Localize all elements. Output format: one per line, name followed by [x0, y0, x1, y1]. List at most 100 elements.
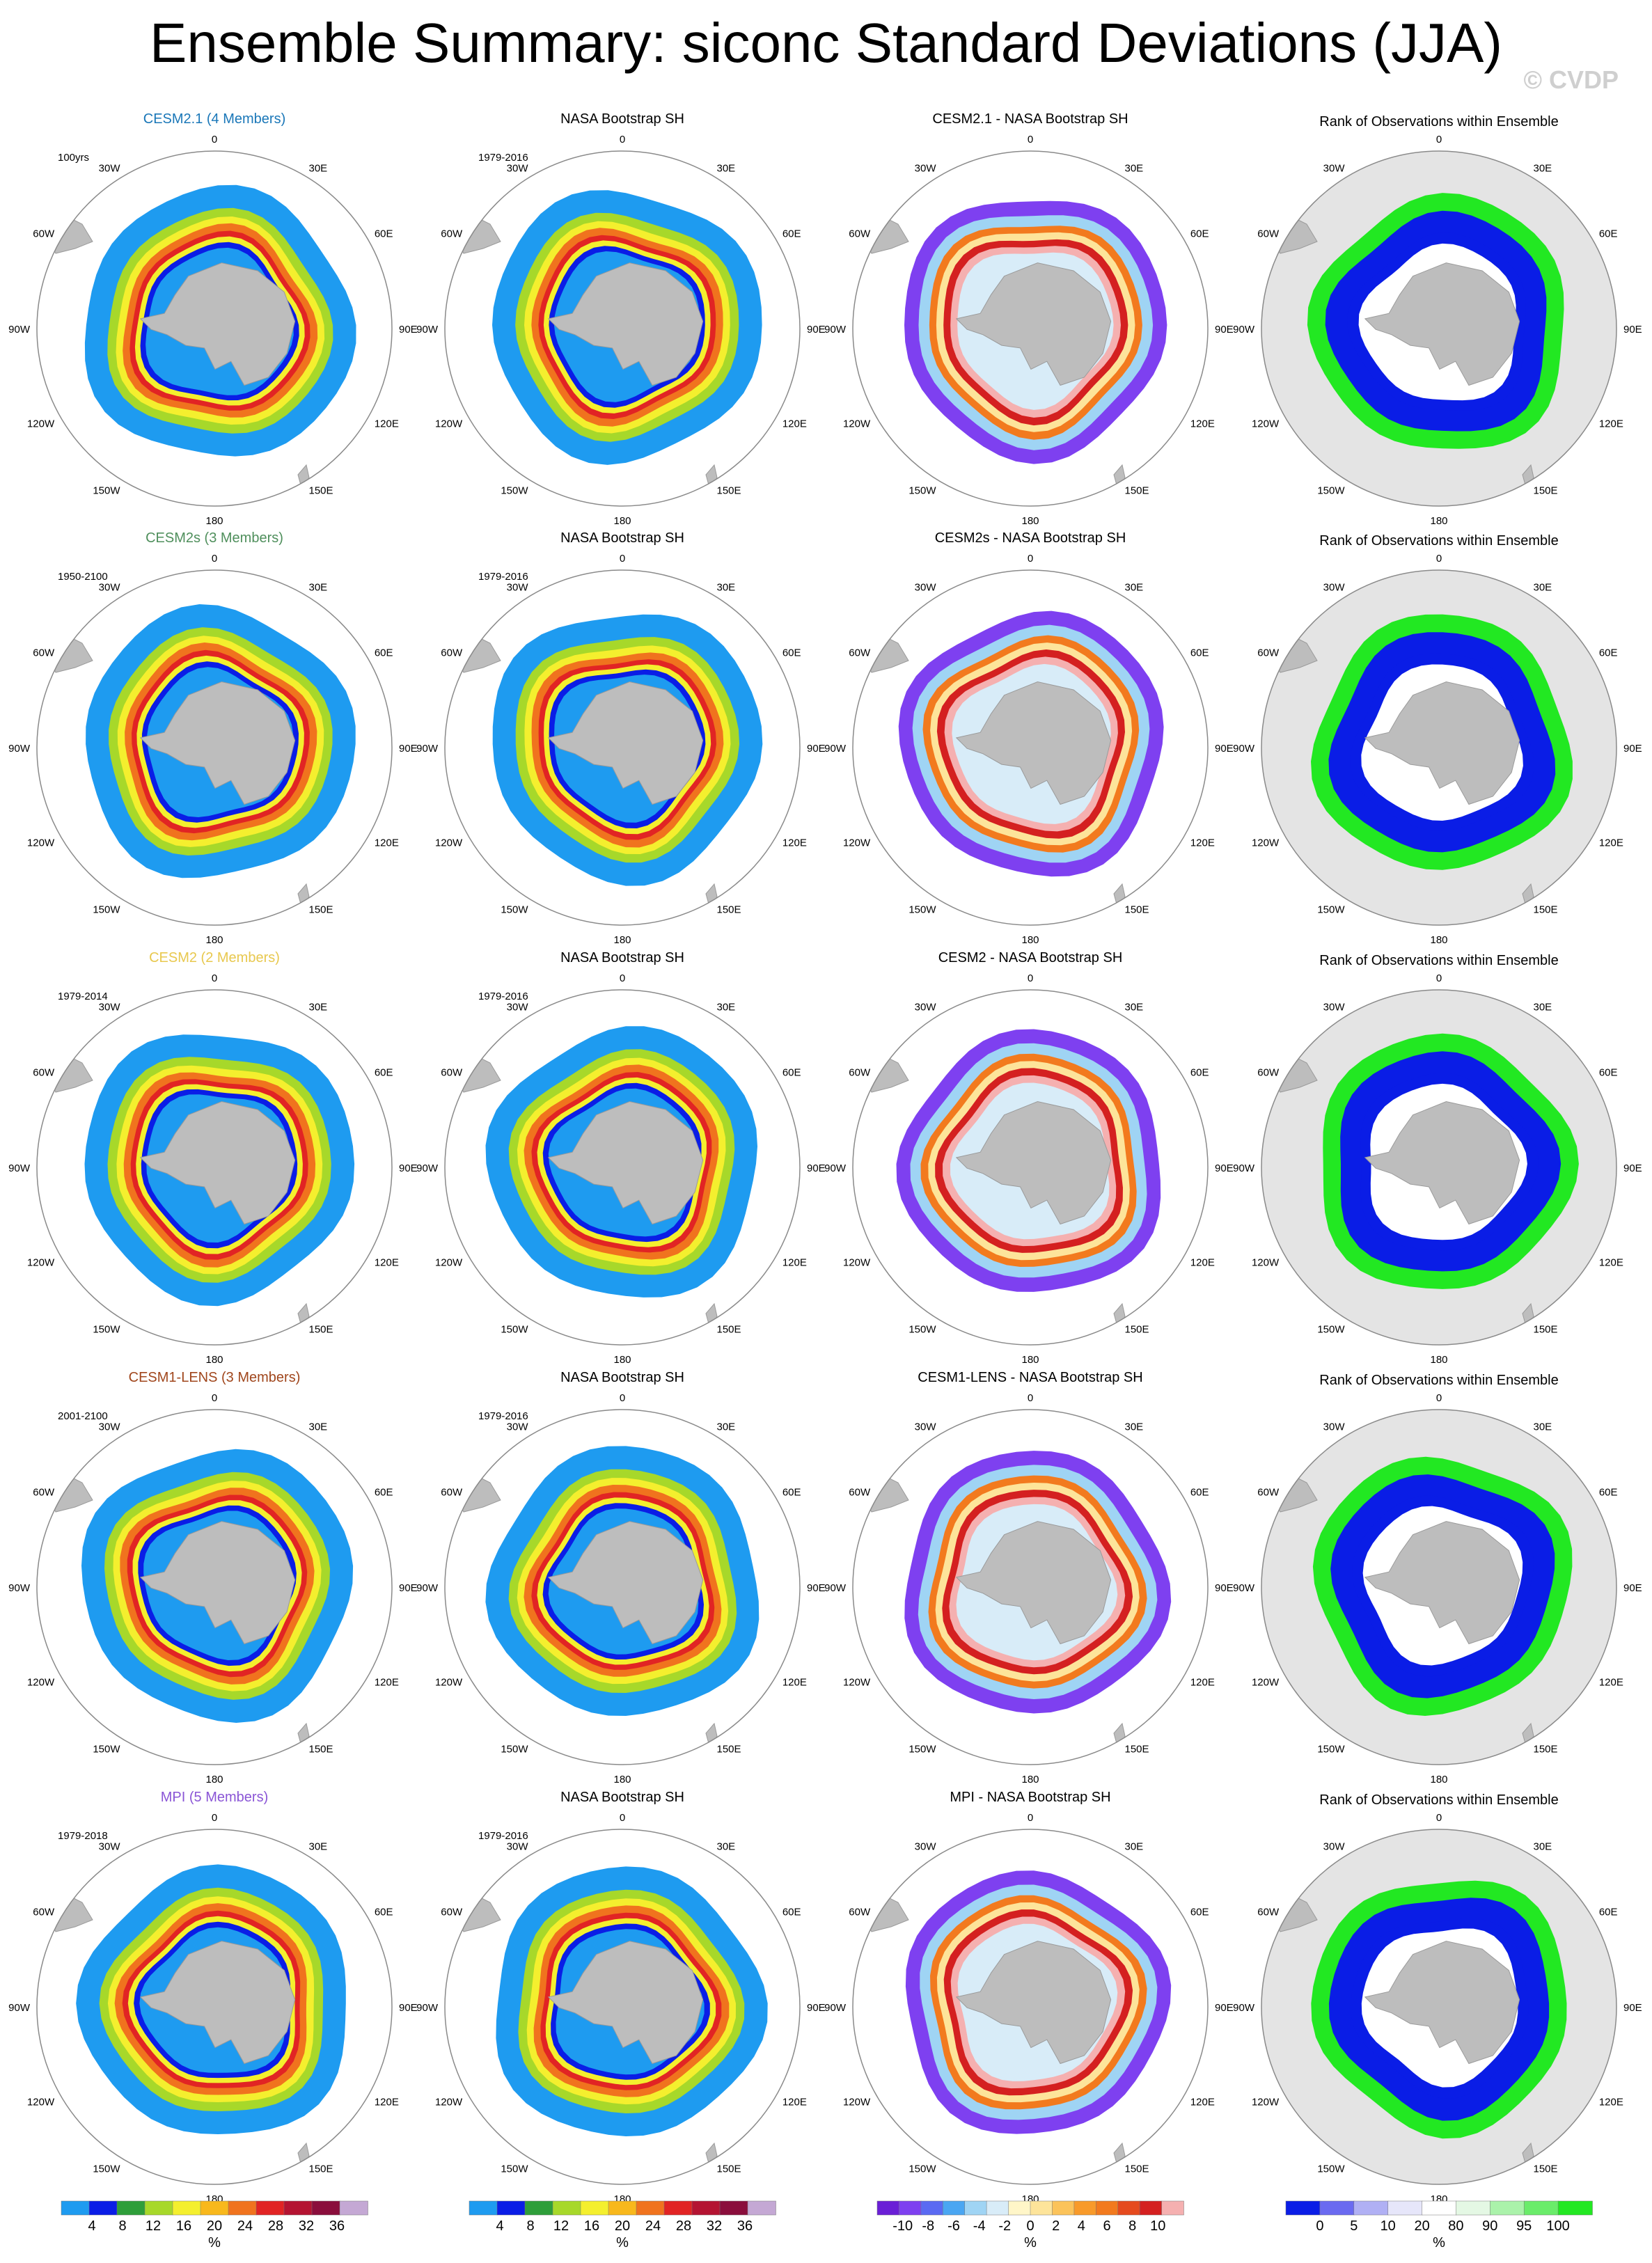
- longitude-label: 180: [1430, 934, 1447, 946]
- model-period: 100yrs: [58, 152, 89, 164]
- colorbar-swatch: [986, 2200, 1009, 2216]
- observation-title: NASA Bootstrap SH: [560, 530, 684, 546]
- longitude-label: 150W: [501, 1323, 528, 1335]
- longitude-label: 90E: [1215, 743, 1234, 755]
- longitude-label: 30E: [1125, 582, 1144, 594]
- map-boundary: [852, 989, 1209, 1346]
- longitude-label: 120W: [1252, 1257, 1280, 1269]
- map-boundary: [1261, 569, 1617, 926]
- longitude-label: 120E: [1190, 837, 1215, 849]
- map-boundary: [444, 1829, 801, 2185]
- longitude-label: 60E: [1190, 1067, 1209, 1079]
- colorbar-tick-label: 2: [1052, 2218, 1060, 2234]
- colorbar-swatch: [876, 2200, 900, 2216]
- longitude-label: 150E: [1125, 904, 1149, 915]
- longitude-label: 120E: [1599, 1257, 1623, 1269]
- longitude-label: 150E: [1534, 904, 1558, 915]
- longitude-label: 30E: [309, 163, 328, 175]
- longitude-label: 90W: [8, 743, 31, 755]
- longitude-label: 60E: [782, 1067, 801, 1079]
- rank-map: 0 180 30W 30E 60W 60E 90W 90E 120W 120E 150W 150E Ra…: [1233, 533, 1642, 946]
- colorbar-tick-label: 24: [237, 2218, 253, 2234]
- colorbar-swatch: [1523, 2200, 1559, 2216]
- colorbar-tick-label: 8: [1128, 2218, 1136, 2234]
- longitude-label: 60E: [375, 1487, 393, 1499]
- longitude-label: 120W: [27, 1257, 55, 1269]
- map-boundary: [1261, 1409, 1617, 1765]
- longitude-label: 90W: [1233, 743, 1255, 755]
- colorbar-unit: %: [616, 2235, 629, 2250]
- longitude-label: 90E: [807, 324, 826, 336]
- colorbar-unit: %: [1433, 2235, 1445, 2250]
- longitude-label: 0: [620, 1812, 625, 1824]
- colorbar-tick-label: 28: [268, 2218, 283, 2234]
- map-boundary: [444, 150, 801, 507]
- observation-title: NASA Bootstrap SH: [560, 950, 684, 965]
- longitude-label: 120W: [435, 1257, 463, 1269]
- longitude-label: 30E: [717, 1841, 736, 1853]
- colorbar-swatch: [1096, 2200, 1119, 2216]
- longitude-label: 150E: [717, 1323, 741, 1335]
- longitude-label: 150W: [1317, 1743, 1345, 1755]
- longitude-label: 150E: [1534, 2163, 1558, 2175]
- colorbar-tick-label: 6: [1103, 2218, 1110, 2234]
- longitude-label: 120E: [1599, 2097, 1623, 2108]
- colorbar-tick-label: 0: [1316, 2218, 1323, 2234]
- longitude-label: 0: [212, 972, 217, 984]
- longitude-label: 180: [1430, 1354, 1447, 1366]
- colorbar-tick-label: 90: [1482, 2218, 1497, 2234]
- colorbar-swatch: [943, 2200, 966, 2216]
- longitude-label: 60E: [782, 228, 801, 240]
- longitude-label: 90W: [1233, 1582, 1255, 1594]
- longitude-label: 90E: [1215, 324, 1234, 336]
- longitude-label: 180: [1021, 1354, 1039, 1366]
- longitude-label: 150E: [1534, 1743, 1558, 1755]
- longitude-label: 30E: [717, 1421, 736, 1433]
- longitude-label: 120W: [27, 2097, 55, 2108]
- longitude-label: 90W: [416, 1582, 439, 1594]
- antarctica-landmass: [547, 1101, 704, 1225]
- std-dev-obs-colorbar: 4 8 12 16 20 24 28 32 36%: [469, 2200, 776, 2250]
- antarctica-landmass: [547, 681, 704, 805]
- colorbar-swatch: [920, 2200, 944, 2216]
- longitude-label: 150E: [309, 904, 333, 915]
- colorbar-swatch: [1030, 2200, 1053, 2216]
- colorbar-swatch: [691, 2200, 721, 2216]
- longitude-label: 30W: [99, 163, 121, 175]
- longitude-label: 120E: [375, 418, 399, 430]
- longitude-label: 30W: [99, 1002, 121, 1014]
- colorbar-tick-label: -2: [998, 2218, 1011, 2234]
- longitude-label: 0: [1028, 134, 1033, 145]
- longitude-label: 120W: [27, 418, 55, 430]
- longitude-label: 90E: [399, 1582, 418, 1594]
- longitude-label: 90W: [1233, 324, 1255, 336]
- colorbar-swatch: [1319, 2200, 1355, 2216]
- map-boundary: [36, 1409, 393, 1765]
- longitude-label: 0: [1436, 1392, 1442, 1404]
- observation-period: 1979-2016: [478, 991, 528, 1002]
- colorbar-swatch: [61, 2200, 90, 2216]
- colorbar-tick-label: 36: [737, 2218, 753, 2234]
- longitude-label: 60W: [441, 647, 463, 659]
- longitude-label: 30E: [309, 1002, 328, 1014]
- longitude-label: 150E: [309, 2163, 333, 2175]
- longitude-label: 120E: [375, 1257, 399, 1269]
- longitude-label: 60E: [1599, 1487, 1618, 1499]
- longitude-label: 90W: [8, 1582, 31, 1594]
- longitude-label: 150E: [309, 1743, 333, 1755]
- difference-title: CESM2s - NASA Bootstrap SH: [935, 530, 1126, 546]
- longitude-label: 120E: [782, 1257, 807, 1269]
- longitude-label: 90E: [1215, 1162, 1234, 1174]
- colorbar-swatch: [1422, 2200, 1457, 2216]
- rank-title: Rank of Observations within Ensemble: [1319, 1373, 1559, 1388]
- longitude-label: 180: [205, 1774, 223, 1785]
- colorbar-swatch: [747, 2200, 776, 2216]
- colorbar-unit: %: [208, 2235, 221, 2250]
- longitude-label: 30W: [1323, 163, 1346, 175]
- longitude-label: 30E: [717, 582, 736, 594]
- longitude-label: 60E: [1599, 647, 1618, 659]
- longitude-label: 0: [1436, 553, 1442, 565]
- longitude-label: 60W: [33, 647, 55, 659]
- longitude-label: 30E: [1125, 1841, 1144, 1853]
